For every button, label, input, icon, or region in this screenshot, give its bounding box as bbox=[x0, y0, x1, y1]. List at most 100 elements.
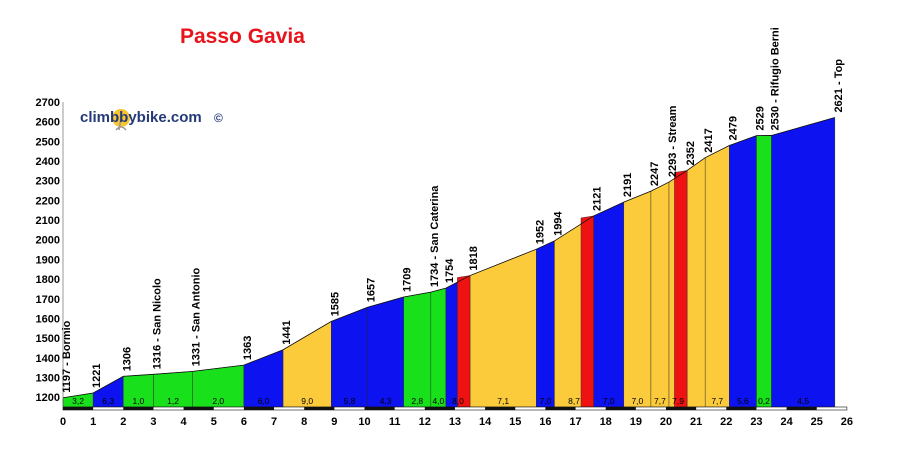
profile-segment bbox=[686, 157, 706, 408]
gradient-label: 1,2 bbox=[167, 396, 179, 406]
x-tick-label: 6 bbox=[241, 416, 247, 428]
profile-segment bbox=[650, 181, 670, 408]
x-tick-label: 1 bbox=[90, 416, 96, 428]
profile-segment bbox=[469, 248, 537, 408]
y-tick-label: 2300 bbox=[36, 176, 60, 188]
x-tick-label: 25 bbox=[811, 416, 823, 428]
y-tick-label: 1200 bbox=[36, 392, 60, 404]
waypoint-label: 2247 bbox=[649, 162, 661, 186]
waypoint-label: 1818 bbox=[468, 246, 480, 270]
profile-segment bbox=[623, 190, 652, 408]
gradient-label: 7,0 bbox=[631, 396, 643, 406]
waypoint-label: 1306 bbox=[121, 347, 133, 371]
x-axis-km-block bbox=[63, 407, 94, 410]
y-tick-label: 1600 bbox=[36, 313, 60, 325]
x-tick-label: 11 bbox=[389, 416, 401, 428]
brand-logo: climbbybike.com © bbox=[80, 109, 223, 131]
x-tick-label: 22 bbox=[720, 416, 732, 428]
axes: 0 1 2 3 4 5 6 7 8 9 10 11 12 13 14 15 16 17 18 19 20 21 22 23 24… bbox=[36, 97, 854, 428]
x-axis-km-block bbox=[485, 407, 516, 410]
x-tick-label: 21 bbox=[690, 416, 702, 428]
x-axis-km-block bbox=[786, 407, 817, 410]
x-axis-km-block bbox=[605, 407, 636, 410]
x-axis-km-block bbox=[424, 407, 455, 410]
y-tick-label: 2600 bbox=[36, 117, 60, 129]
gradient-label: 7,9 bbox=[672, 396, 684, 406]
steep-segment-marker bbox=[457, 275, 471, 408]
x-tick-label: 23 bbox=[750, 416, 762, 428]
waypoint-label: 2417 bbox=[703, 128, 715, 152]
y-tick-label: 2400 bbox=[36, 156, 60, 168]
y-tick-label: 1500 bbox=[36, 333, 60, 345]
waypoint-label: 2191 bbox=[622, 173, 634, 197]
gradient-label: 6,0 bbox=[258, 396, 270, 406]
chart-title: Passo Gavia bbox=[180, 25, 305, 48]
x-tick-label: 24 bbox=[780, 416, 793, 428]
x-tick-label: 14 bbox=[479, 416, 492, 428]
waypoint-label: 1754 bbox=[444, 258, 456, 283]
gradient-label: 2,8 bbox=[411, 396, 423, 406]
waypoint-label: 1316 - San Nicolo bbox=[151, 278, 163, 369]
waypoint-label: 1363 bbox=[242, 336, 254, 360]
waypoint-label: 2479 bbox=[727, 116, 739, 140]
x-tick-label: 20 bbox=[660, 416, 672, 428]
profile-segment bbox=[593, 201, 624, 408]
gradient-label: 5,8 bbox=[344, 396, 356, 406]
profile-segment bbox=[331, 306, 368, 408]
x-axis-km-block bbox=[666, 407, 697, 410]
gradient-label: 4,5 bbox=[797, 396, 809, 406]
gradient-label: 8,7 bbox=[568, 396, 580, 406]
waypoint-label: 1952 bbox=[534, 220, 546, 244]
x-axis-km-block bbox=[243, 407, 275, 410]
x-tick-label: 26 bbox=[841, 416, 853, 428]
y-tick-label: 1300 bbox=[36, 372, 60, 384]
gradient-label: 4,3 bbox=[380, 396, 392, 406]
y-tick-label: 2700 bbox=[36, 97, 60, 109]
waypoint-label: 2121 bbox=[592, 186, 604, 210]
waypoint-label: 2530 - Rifugio Berni bbox=[770, 27, 782, 130]
gradient-label: 1,0 bbox=[132, 396, 144, 406]
steep-segment-marker bbox=[580, 215, 594, 408]
x-tick-label: 5 bbox=[211, 416, 217, 428]
waypoint-label: 1994 bbox=[552, 211, 564, 236]
gradient-label: 8,0 bbox=[452, 396, 464, 406]
y-tick-label: 1900 bbox=[36, 254, 60, 266]
gradient-label: 5,6 bbox=[737, 396, 749, 406]
x-axis-km-block bbox=[726, 407, 757, 410]
x-tick-label: 17 bbox=[569, 416, 581, 428]
waypoint-label: 1331 - San Antonio bbox=[191, 267, 203, 366]
x-tick-label: 4 bbox=[181, 416, 188, 428]
waypoint-label: 2352 bbox=[685, 141, 697, 165]
x-axis-km-block bbox=[364, 407, 395, 410]
y-tick-label: 1800 bbox=[36, 274, 60, 286]
y-tick-label: 1700 bbox=[36, 294, 60, 306]
gradient-label: 0,2 bbox=[758, 396, 770, 406]
x-tick-label: 12 bbox=[419, 416, 431, 428]
gradient-label: 3,2 bbox=[72, 396, 84, 406]
waypoint-label: 1197 - Bormio bbox=[61, 320, 73, 392]
profile-outline bbox=[62, 117, 835, 399]
gradient-label: 2,0 bbox=[212, 396, 224, 406]
x-tick-label: 15 bbox=[509, 416, 521, 428]
x-tick-label: 18 bbox=[600, 416, 612, 428]
x-tick-label: 8 bbox=[301, 416, 307, 428]
profile-segment bbox=[536, 240, 555, 408]
y-tick-label: 2200 bbox=[36, 195, 60, 207]
gradient-label: 7,0 bbox=[539, 396, 551, 406]
waypoint-label: 2621 - Top bbox=[833, 59, 845, 113]
profile-area bbox=[62, 117, 836, 408]
waypoint-label: 1657 bbox=[366, 278, 378, 302]
y-tick-label: 2100 bbox=[36, 215, 60, 227]
profile-segment bbox=[756, 135, 772, 408]
gradient-label: 7,7 bbox=[654, 396, 666, 406]
x-axis-km-block bbox=[545, 407, 576, 410]
waypoint-label: 2529 bbox=[754, 106, 766, 130]
waypoint-label: 1734 - San Caterina bbox=[429, 185, 441, 287]
copyright-mark: © bbox=[214, 111, 223, 125]
x-tick-label: 19 bbox=[630, 416, 642, 428]
gradient-label: 4,0 bbox=[432, 396, 444, 406]
profile-segment bbox=[704, 145, 730, 408]
steep-segment-marker bbox=[674, 170, 688, 408]
gradient-label: 7,0 bbox=[603, 396, 615, 406]
